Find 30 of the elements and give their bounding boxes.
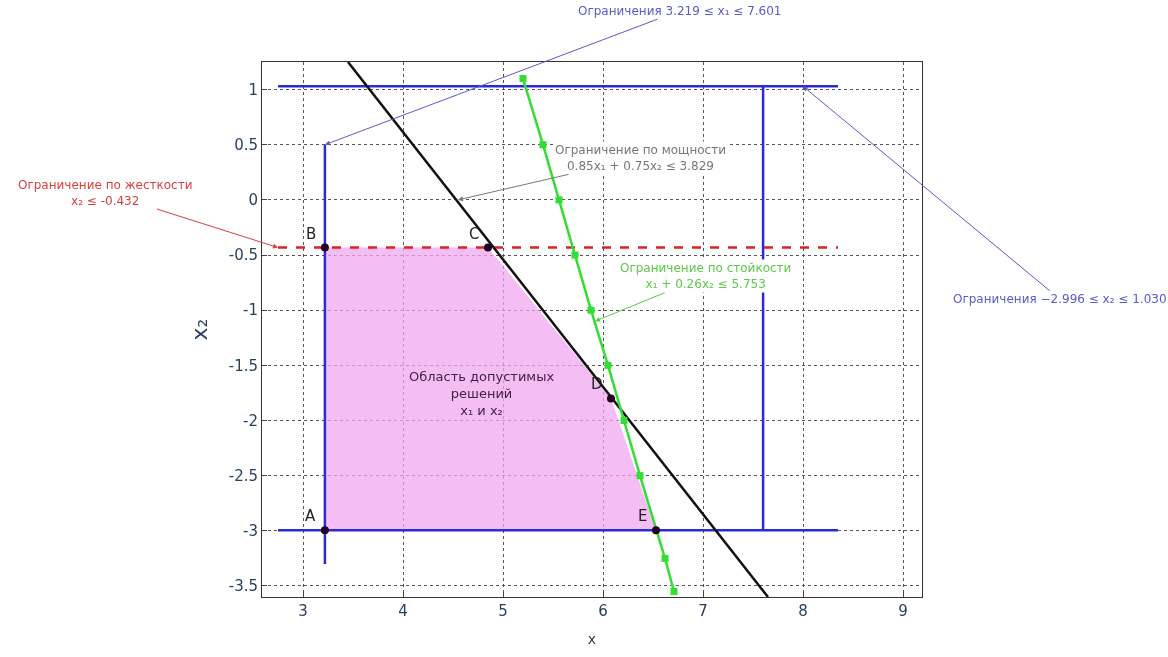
annotation: E [638,507,648,525]
x-tick-label: 4 [398,602,408,620]
y-tick-label: -3 [243,522,258,541]
x-tick-label: 5 [498,602,508,620]
annotation: Ограничения −2.996 ≤ x₂ ≤ 1.030 [953,292,1167,306]
annotation: Ограничение по стойкости x₁ + 0.26x₂ ≤ 5.753 [620,261,792,291]
y-tick-label: -2 [243,411,258,430]
y-axis-title: x₂ [186,318,212,341]
x-tick-label: 3 [298,602,308,620]
annotation: Область допустимых решений x₁ и x₂ [409,369,555,418]
y-tick-label: -0.5 [228,246,258,265]
annotation: Ограничение по мощности 0.85x₁ + 0.75x₂ ≤ 3.829 [555,143,726,173]
y-tick-label: -1.5 [228,356,258,375]
annotation: B [306,225,317,243]
x-tick-label: 7 [698,602,708,620]
y-tick-label: 0.5 [234,135,258,154]
x-tick-label: 9 [898,602,908,620]
y-tick-label: -1 [243,301,258,320]
y-tick-label: -3.5 [228,577,258,596]
annotation: C [469,225,480,243]
x-axis-title: x [587,631,597,648]
annotation: A [305,507,316,525]
y-tick-label: 0 [248,191,258,210]
annotation: Ограничения 3.219 ≤ x₁ ≤ 7.601 [578,4,782,18]
x-tick-label: 6 [598,602,608,620]
annotation: Ограничение по жесткости x₂ ≤ -0.432 [18,178,193,208]
annotation: D [591,375,603,393]
y-tick-label: -2.5 [228,466,258,485]
y-tick-label: 1 [248,80,258,99]
x-tick-label: 8 [798,602,808,620]
